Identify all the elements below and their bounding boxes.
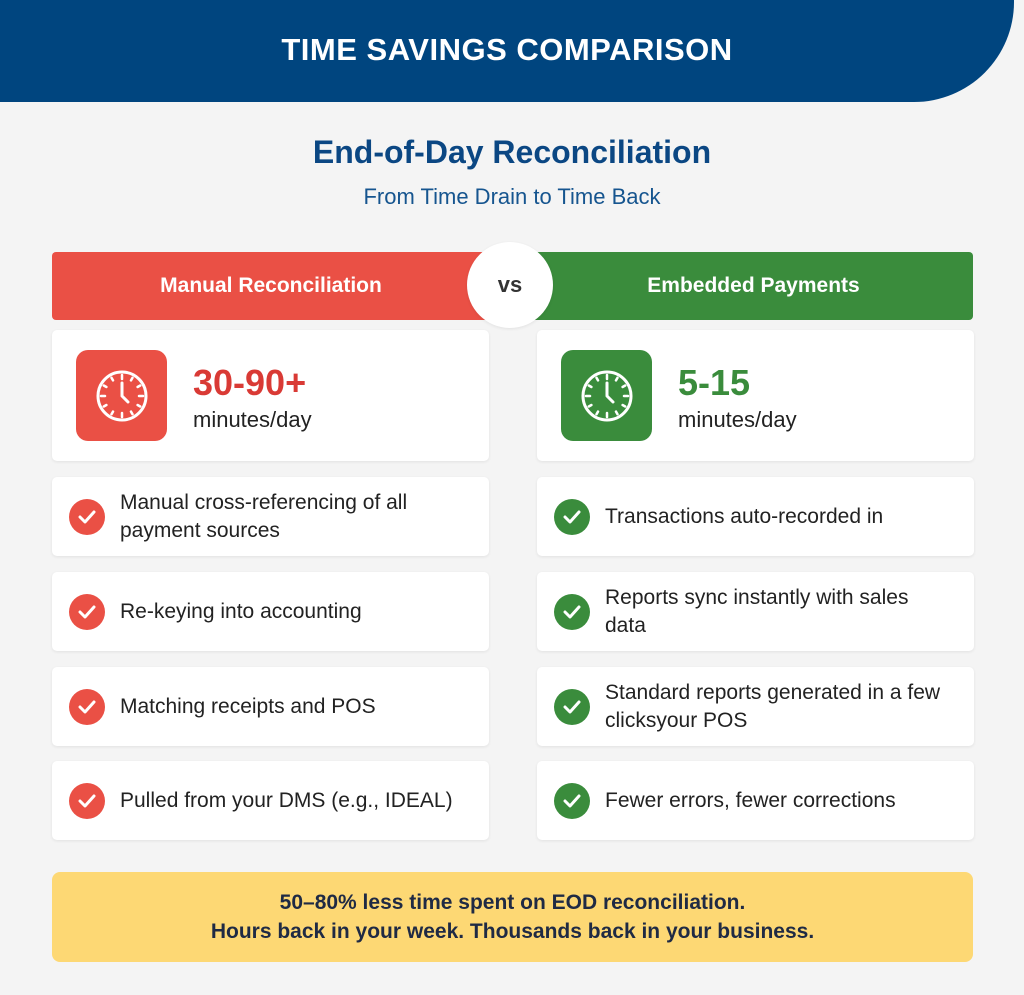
manual-list-item: Matching receipts and POS (52, 667, 489, 746)
vs-label: vs (497, 272, 523, 297)
embedded-time-value: 5-15 (678, 362, 751, 403)
page-title: End-of-Day Reconciliation (312, 134, 712, 170)
embedded-column-heading: Embedded Payments (512, 252, 973, 320)
check-icon (69, 498, 105, 535)
manual-list-item: Manual cross-referencing of all payment … (52, 477, 489, 556)
embedded-list-item: Transactions auto-recorded in (537, 477, 974, 556)
clock-icon (76, 350, 167, 441)
check-icon (69, 688, 105, 725)
check-icon (554, 782, 590, 819)
header-banner: TIME SAVINGS COMPARISON (0, 0, 1014, 102)
manual-item-text: Matching receipts and POS (120, 694, 376, 718)
check-icon (554, 593, 590, 630)
manual-item-text: Manual cross-referencing of all payment … (120, 490, 408, 542)
embedded-item-text: Transactions auto-recorded in (605, 504, 884, 528)
page-header-title: TIME SAVINGS COMPARISON (281, 32, 733, 67)
summary-line-2: Hours back in your week. Thousands back … (210, 920, 815, 943)
embedded-item-text: Standard reports generated in a few clic… (605, 680, 941, 732)
embedded-item-text: Reports sync instantly with sales data (605, 585, 909, 637)
manual-time-unit: minutes/day (193, 407, 312, 432)
manual-column-heading: Manual Reconciliation (52, 252, 510, 320)
manual-list-item: Re-keying into accounting (52, 572, 489, 651)
embedded-list-item: Fewer errors, fewer corrections (537, 761, 974, 840)
check-icon (69, 593, 105, 630)
embedded-list-item: Reports sync instantly with sales data (537, 572, 974, 651)
manual-heading-label: Manual Reconciliation (160, 274, 382, 297)
vs-badge: vs (467, 242, 553, 328)
manual-time-card: 30-90+ minutes/day (52, 330, 489, 461)
summary-line-1: 50–80% less time spent on EOD reconcilia… (279, 891, 746, 914)
embedded-list-item: Standard reports generated in a few clic… (537, 667, 974, 746)
check-icon (554, 688, 590, 725)
clock-icon (561, 350, 652, 441)
embedded-time-card: 5-15 minutes/day (537, 330, 974, 461)
manual-list-item: Pulled from your DMS (e.g., IDEAL) (52, 761, 489, 840)
embedded-heading-label: Embedded Payments (647, 274, 860, 297)
embedded-item-text: Fewer errors, fewer corrections (605, 788, 896, 812)
check-icon (69, 782, 105, 819)
manual-item-text: Re-keying into accounting (120, 599, 362, 623)
manual-item-text: Pulled from your DMS (e.g., IDEAL) (120, 788, 453, 812)
manual-time-value: 30-90+ (193, 362, 307, 403)
summary-banner: 50–80% less time spent on EOD reconcilia… (52, 872, 973, 962)
page-subtitle: From Time Drain to Time Back (363, 184, 661, 209)
check-icon (554, 498, 590, 535)
embedded-time-unit: minutes/day (678, 407, 797, 432)
